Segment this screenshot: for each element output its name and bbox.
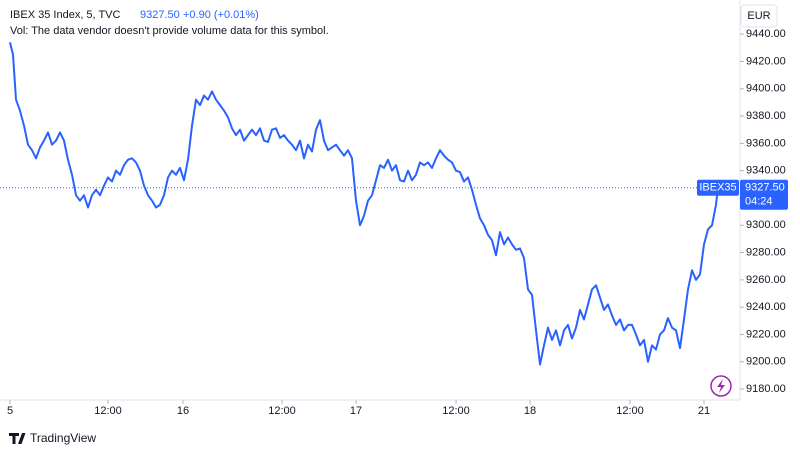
y-tick-label: 9340.00 [746, 165, 786, 177]
header-price: 9327.50 [140, 9, 180, 21]
symbol-title: IBEX 35 Index, 5, TVC [10, 9, 121, 21]
y-tick-label: 9400.00 [746, 83, 786, 95]
x-tick-label: 16 [177, 405, 189, 417]
y-tick-label: 9380.00 [746, 110, 786, 122]
alert-bolt [717, 379, 725, 393]
header-change: +0.90 (+0.01%) [183, 9, 259, 21]
volume-note: Vol: The data vendor doesn't provide vol… [10, 25, 329, 37]
x-tick-label: 12:00 [616, 405, 644, 417]
brand-name: TradingView [30, 431, 96, 445]
y-tick-label: 9200.00 [746, 356, 786, 368]
x-tick-label: 21 [698, 405, 710, 417]
currency[interactable]: EUR [747, 10, 770, 22]
y-tick-label: 9360.00 [746, 137, 786, 149]
symbol-tag: IBEX35 [699, 182, 736, 194]
y-tick-label: 9240.00 [746, 301, 786, 313]
x-tick-label: 5 [7, 405, 13, 417]
x-tick-label: 17 [350, 405, 362, 417]
symbol-tag-bg [697, 179, 739, 196]
brand-logo [9, 433, 26, 444]
x-tick-label: 18 [524, 405, 536, 417]
price-tag-price: 9327.50 [745, 182, 785, 194]
price-tag-bg [740, 179, 788, 210]
y-tick-label: 9300.00 [746, 219, 786, 231]
y-tick-label: 9440.00 [746, 28, 786, 40]
y-tick-label: 9260.00 [746, 274, 786, 286]
x-tick-label: 12:00 [442, 405, 470, 417]
currency-button[interactable] [740, 4, 778, 28]
y-tick-label: 9180.00 [746, 383, 786, 395]
price-tag-countdown: 04:24 [745, 196, 773, 208]
y-tick-label: 9280.00 [746, 246, 786, 258]
price-line [9, 42, 719, 366]
y-tick-label: 9420.00 [746, 55, 786, 67]
x-tick-label: 12:00 [94, 405, 122, 417]
y-tick-label: 9220.00 [746, 328, 786, 340]
x-tick-label: 12:00 [268, 405, 296, 417]
